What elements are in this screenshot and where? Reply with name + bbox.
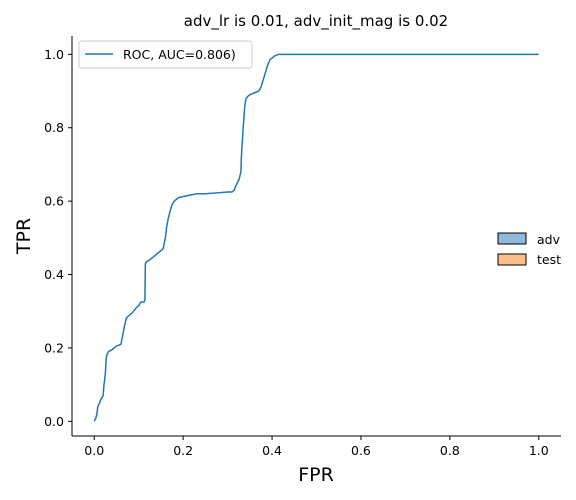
legend-main-frame bbox=[78, 40, 253, 69]
x-tick-label: 0.8 bbox=[440, 443, 460, 458]
x-tick-label: 0.4 bbox=[262, 443, 282, 458]
chart-title: adv_lr is 0.01, adv_init_mag is 0.02 bbox=[184, 12, 448, 31]
legend-side: adv test bbox=[497, 232, 561, 267]
x-tick-label: 1.0 bbox=[529, 443, 549, 458]
y-axis-label: TPR bbox=[13, 218, 35, 255]
y-tick-label: 0.0 bbox=[44, 414, 64, 429]
y-tick-label: 1.0 bbox=[44, 47, 64, 62]
series-group bbox=[93, 53, 539, 422]
legend-test-swatch bbox=[497, 253, 527, 266]
y-tick-label: 0.6 bbox=[44, 194, 64, 209]
legend-adv-swatch bbox=[497, 232, 527, 245]
x-tick-label: 0.6 bbox=[351, 443, 371, 458]
legend-main-label: ROC, AUC=0.806) bbox=[123, 47, 236, 62]
y-ticks: 0.0 0.2 0.4 0.6 0.8 1.0 bbox=[44, 47, 72, 429]
x-tick-label: 0.0 bbox=[84, 443, 104, 458]
x-ticks: 0.0 0.2 0.4 0.6 0.8 1.0 bbox=[84, 436, 549, 458]
x-axis-label: FPR bbox=[298, 464, 334, 486]
x-tick-label: 0.2 bbox=[173, 443, 193, 458]
plot-area: 0.0 0.2 0.4 0.6 0.8 1.0 0.0 0.2 0.4 0.6 0.8 1.0 bbox=[44, 36, 561, 458]
y-tick-label: 0.4 bbox=[44, 267, 64, 282]
roc-curve-line bbox=[93, 53, 539, 422]
y-tick-label: 0.2 bbox=[44, 340, 64, 355]
legend-main: ROC, AUC=0.806) bbox=[78, 40, 253, 69]
legend-adv-label: adv bbox=[537, 232, 561, 247]
y-tick-label: 0.8 bbox=[44, 120, 64, 135]
legend-test-label: test bbox=[537, 252, 561, 267]
